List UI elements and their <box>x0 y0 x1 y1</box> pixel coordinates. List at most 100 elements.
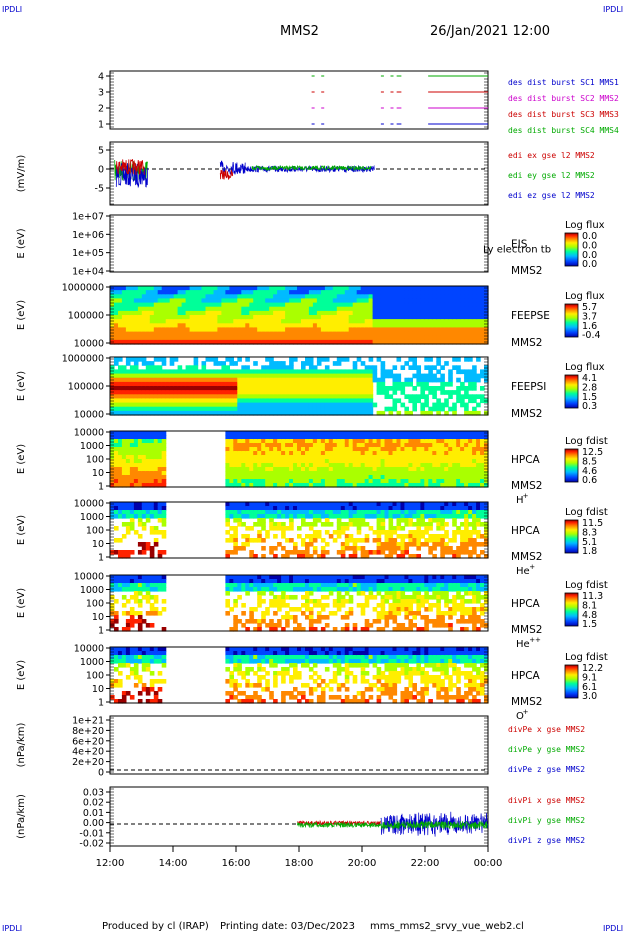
spectrogram-cell <box>225 583 230 588</box>
spectrogram-cell <box>484 475 489 480</box>
spectrogram-cell <box>289 479 294 484</box>
spectrogram-cell <box>114 579 119 584</box>
spectrogram-cell <box>301 406 306 412</box>
spectrogram-cell <box>114 302 119 308</box>
spectrogram-cell <box>225 591 230 596</box>
hpca_h-colorbar-title: Log fdist <box>565 436 608 447</box>
spectrogram-cell <box>293 315 298 320</box>
spectrogram-cell <box>352 431 358 436</box>
spectrogram-cell <box>444 310 449 316</box>
spectrogram-cell <box>257 319 262 324</box>
spectrogram-cell <box>233 615 238 620</box>
spectrogram-cell <box>121 435 127 440</box>
spectrogram-cell <box>137 331 143 337</box>
spectrogram-cell <box>237 402 242 408</box>
spectrogram-cell <box>301 595 306 600</box>
spectrogram-cell <box>416 471 421 476</box>
spectrogram-cell <box>464 479 469 484</box>
spectrogram-cell <box>121 323 127 328</box>
spectrogram-cell <box>316 406 322 412</box>
spectrogram-cell <box>456 369 461 375</box>
spectrogram-cell <box>416 319 421 324</box>
spectrogram-cell <box>308 377 314 383</box>
spectrogram-cell <box>328 443 334 448</box>
spectrogram-cell <box>161 443 167 448</box>
spectrogram-cell <box>141 377 147 383</box>
spectrogram-cell <box>157 447 163 452</box>
spectrogram-cell <box>181 298 187 304</box>
spectrogram-cell <box>133 310 139 316</box>
spectrogram-cell <box>173 319 179 324</box>
spectrogram-cell <box>241 483 246 488</box>
spectrogram-cell <box>265 431 270 436</box>
spectrogram-cell <box>253 377 258 383</box>
spectrogram-cell <box>237 298 242 304</box>
spectrogram-cell <box>173 306 179 312</box>
spectrogram-cell <box>273 502 278 507</box>
spectrogram-cell <box>141 475 147 480</box>
spectrogram-cell <box>392 302 398 308</box>
spectrogram-cell <box>261 377 266 383</box>
spectrogram-cell <box>416 335 421 341</box>
spectrogram-cell <box>281 410 286 416</box>
spectrogram-cell <box>444 302 449 308</box>
hpca_h-cells <box>110 431 489 488</box>
spectrogram-cell <box>273 475 278 480</box>
spectrogram-cell <box>289 538 294 543</box>
spectrogram-cell <box>118 373 123 379</box>
spectrogram-cell <box>273 611 278 616</box>
spectrogram-cell <box>484 319 489 324</box>
spectrogram-cell <box>305 377 310 383</box>
spectrogram-cell <box>476 431 481 436</box>
spectrogram-cell <box>448 435 453 440</box>
spectrogram-cell <box>177 373 183 379</box>
spectrogram-cell <box>133 290 139 295</box>
spectrogram-cell <box>114 310 119 316</box>
spectrogram-cell <box>404 459 409 464</box>
spectrogram-cell <box>436 479 441 484</box>
spectrogram-cell <box>404 410 409 416</box>
spectrogram-cell <box>464 475 469 480</box>
spectrogram-cell <box>129 306 135 312</box>
spectrogram-cell <box>356 369 362 375</box>
spectrogram-cell <box>328 310 334 316</box>
spectrogram-cell <box>257 339 262 345</box>
spectrogram-cell <box>464 335 469 341</box>
spectrogram-cell <box>484 439 489 444</box>
spectrogram-cell <box>253 331 258 337</box>
feepsi-ytick-label: 1000000 <box>62 354 104 365</box>
spectrogram-cell <box>229 381 234 387</box>
spectrogram-cell <box>400 335 406 341</box>
spectrogram-cell <box>364 377 370 383</box>
spectrogram-cell <box>289 550 294 555</box>
spectrogram-cell <box>233 514 238 519</box>
spectrogram-cell <box>285 483 290 488</box>
spectrogram-cell <box>205 327 211 333</box>
spectrogram-cell <box>464 390 469 395</box>
spectrogram-cell <box>237 410 242 416</box>
spectrogram-cell <box>368 394 374 399</box>
spectrogram-cell <box>177 377 183 383</box>
spectrogram-cell <box>145 373 151 379</box>
spectrogram-cell <box>165 319 171 324</box>
spectrogram-cell <box>324 319 330 324</box>
spectrogram-cell <box>285 479 290 484</box>
spectrogram-cell <box>193 394 199 399</box>
spectrogram-cell <box>133 365 139 370</box>
spectrogram-cell <box>312 377 318 383</box>
spectrogram-cell <box>480 435 485 440</box>
spectrogram-cell <box>293 514 298 519</box>
spectrogram-cell <box>464 518 469 523</box>
spectrogram-cell <box>412 502 417 507</box>
spectrogram-cell <box>472 479 477 484</box>
spectrogram-cell <box>137 475 143 480</box>
spectrogram-cell <box>125 431 131 436</box>
spectrogram-cell <box>297 479 302 484</box>
spectrogram-cell <box>285 603 290 608</box>
spectrogram-cell <box>388 331 394 337</box>
spectrogram-cell <box>217 327 222 333</box>
spectrogram-cell <box>229 583 234 588</box>
spectrogram-cell <box>420 298 425 304</box>
spectrogram-cell <box>114 447 119 452</box>
spectrogram-cell <box>384 302 390 308</box>
